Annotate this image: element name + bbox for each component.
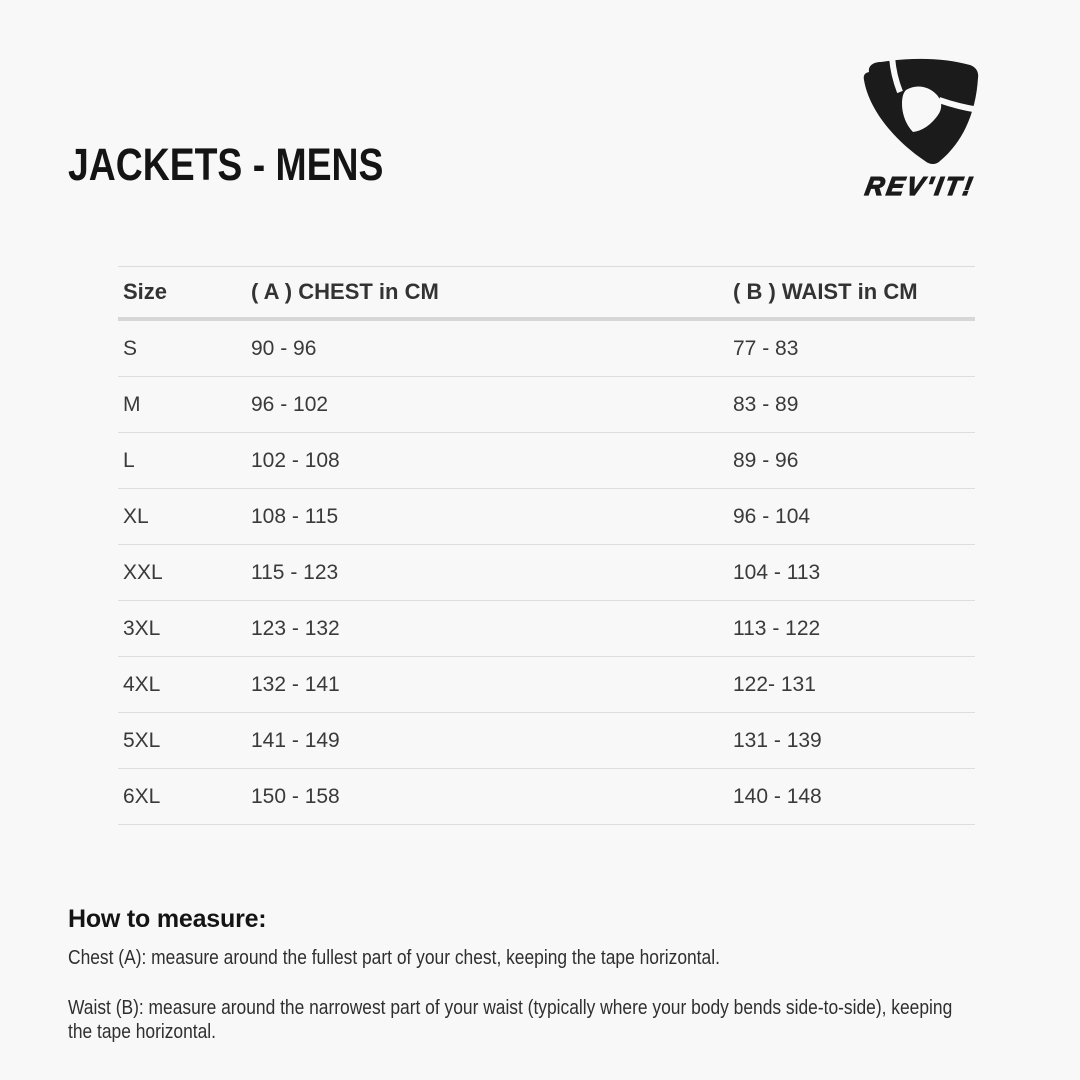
table-row: L 102 - 108 89 - 96 [118,432,975,489]
size-cell: 6XL [118,768,251,825]
chest-cell: 141 - 149 [251,712,733,769]
waist-cell: 89 - 96 [733,432,975,489]
waist-cell: 113 - 122 [733,600,975,657]
waist-cell: 77 - 83 [733,319,975,377]
column-header-chest: ( A ) CHEST in CM [251,266,733,321]
size-cell: 5XL [118,712,251,769]
waist-measure-note-line: the tape horizontal. [68,1021,217,1043]
waist-cell: 104 - 113 [733,544,975,601]
table-row: 6XL 150 - 158 140 - 148 [118,768,975,825]
table-row: M 96 - 102 83 - 89 [118,376,975,433]
chest-cell: 132 - 141 [251,656,733,713]
chest-cell: 96 - 102 [251,376,733,433]
chest-cell: 123 - 132 [251,600,733,657]
revit-emblem-icon [850,58,990,166]
waist-cell: 122- 131 [733,656,975,713]
waist-measure-note: Waist (B): measure around the narrowest … [68,996,1068,1044]
chest-cell: 90 - 96 [251,319,733,377]
waist-cell: 96 - 104 [733,488,975,545]
page-title: JACKETS - MENS [68,139,384,190]
size-cell: L [118,432,251,489]
size-cell: 4XL [118,656,251,713]
revit-wordmark: REV'IT! [862,170,978,201]
chest-cell: 115 - 123 [251,544,733,601]
how-to-measure-heading: How to measure: [68,905,267,933]
size-cell: XL [118,488,251,545]
waist-cell: 83 - 89 [733,376,975,433]
column-header-size: Size [118,266,251,321]
table-header-row: Size ( A ) CHEST in CM ( B ) WAIST in CM [118,266,975,321]
size-cell: S [118,319,251,377]
how-to-measure-section: How to measure: Chest (A): measure aroun… [68,905,1068,1044]
size-cell: XXL [118,544,251,601]
table-row: 3XL 123 - 132 113 - 122 [118,600,975,657]
table-row: 5XL 141 - 149 131 - 139 [118,712,975,769]
chest-measure-note-line: Chest (A): measure around the fullest pa… [68,947,720,969]
size-cell: 3XL [118,600,251,657]
brand-logo: REV'IT! [850,58,990,202]
chest-cell: 150 - 158 [251,768,733,825]
size-table: Size ( A ) CHEST in CM ( B ) WAIST in CM… [118,266,975,825]
column-header-waist: ( B ) WAIST in CM [733,266,975,321]
table-row: XL 108 - 115 96 - 104 [118,488,975,545]
table-row: 4XL 132 - 141 122- 131 [118,656,975,713]
table-row: S 90 - 96 77 - 83 [118,319,975,377]
chest-cell: 108 - 115 [251,488,733,545]
table-row: XXL 115 - 123 104 - 113 [118,544,975,601]
waist-cell: 140 - 148 [733,768,975,825]
chest-cell: 102 - 108 [251,432,733,489]
size-cell: M [118,376,251,433]
waist-measure-note-line: Waist (B): measure around the narrowest … [68,997,953,1019]
waist-cell: 131 - 139 [733,712,975,769]
chest-measure-note: Chest (A): measure around the fullest pa… [68,946,1068,970]
